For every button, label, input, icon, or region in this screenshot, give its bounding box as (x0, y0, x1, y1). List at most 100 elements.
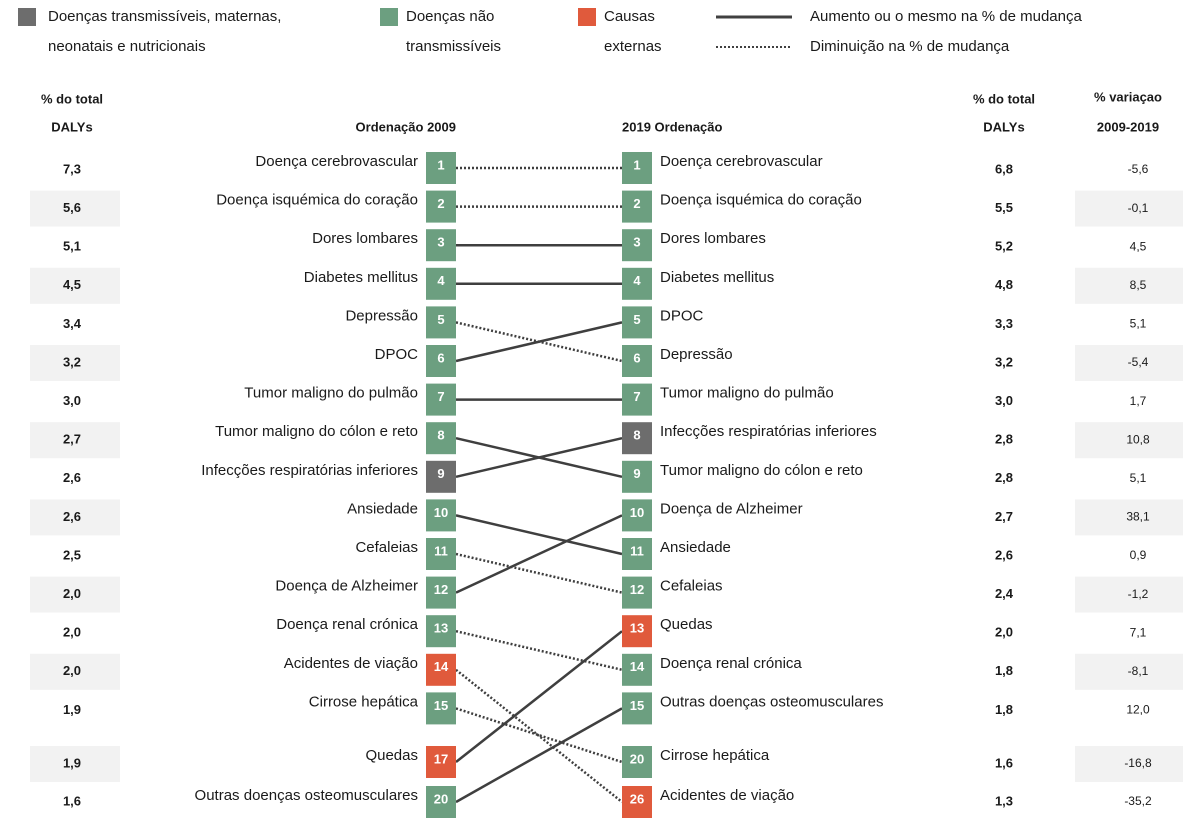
legend-label: externas (604, 38, 662, 55)
link-increase (455, 514, 623, 594)
left-rank-box (426, 152, 456, 184)
left-pct: 2,6 (63, 509, 81, 524)
right-rank-box (622, 383, 652, 416)
left-pct: 3,0 (63, 393, 81, 408)
left-name: Doença isquémica do coração (216, 192, 418, 209)
left-rank: 15 (434, 698, 448, 713)
link-decrease (455, 668, 623, 803)
left-name: Doença renal crónica (276, 616, 418, 633)
left-name: Depressão (345, 307, 418, 324)
header: % do total (41, 91, 103, 106)
left-pct: 5,6 (63, 200, 81, 215)
left-rank: 8 (437, 428, 444, 443)
right-rank: 1 (633, 157, 640, 172)
right-rank-box (622, 615, 652, 648)
left-pct: 3,2 (63, 354, 81, 369)
legend-label: Causas (604, 8, 655, 25)
left-name: DPOC (375, 346, 419, 363)
left-pct: 7,3 (63, 161, 81, 176)
row-band (30, 746, 120, 782)
left-rank-box (426, 460, 456, 493)
change: 4,5 (1130, 239, 1147, 253)
left-name: Cirrose hepática (309, 693, 419, 710)
left-rank-box (426, 190, 456, 223)
right-pct: 2,6 (995, 547, 1013, 562)
left-rank-box (426, 786, 456, 818)
change: 38,1 (1126, 510, 1150, 524)
right-rank: 15 (630, 698, 644, 713)
link-decrease (455, 629, 623, 672)
right-name: Infecções respiratórias inferiores (660, 423, 877, 440)
right-rank: 6 (633, 350, 640, 365)
right-rank: 11 (630, 543, 644, 558)
right-pct: 1,8 (995, 663, 1013, 678)
right-rank: 10 (630, 505, 644, 520)
row-band (30, 345, 120, 381)
legend-swatch (380, 8, 398, 26)
legend-label: neonatais e nutricionais (48, 38, 206, 55)
right-rank: 12 (630, 582, 644, 597)
right-name: Doença isquémica do coração (660, 192, 862, 209)
right-name: Tumor maligno do cólon e reto (660, 462, 863, 479)
right-rank-box (622, 499, 652, 532)
header: 2009-2019 (1097, 119, 1159, 134)
right-name: Ansiedade (660, 539, 731, 556)
left-pct: 2,0 (63, 663, 81, 678)
right-pct: 1,8 (995, 702, 1013, 717)
change: -5,4 (1128, 355, 1149, 369)
right-pct: 5,5 (995, 200, 1013, 215)
change: 5,1 (1130, 317, 1147, 331)
change: -35,2 (1124, 794, 1152, 808)
left-rank: 2 (437, 196, 444, 211)
right-name: DPOC (660, 307, 704, 324)
link-decrease (455, 707, 623, 764)
left-rank: 17 (434, 751, 448, 766)
change: 7,1 (1130, 625, 1147, 639)
left-rank-box (426, 653, 456, 686)
header: 2019 Ordenação (622, 119, 723, 134)
right-name: Tumor maligno do pulmão (660, 385, 834, 402)
left-rank: 5 (437, 312, 444, 327)
header: % do total (973, 91, 1035, 106)
right-rank: 4 (633, 273, 641, 288)
legend-swatch (578, 8, 596, 26)
left-name: Doença cerebrovascular (255, 153, 418, 170)
right-pct: 2,0 (995, 625, 1013, 640)
right-rank-box (622, 422, 652, 455)
left-rank-box (426, 306, 456, 339)
right-rank: 8 (633, 428, 640, 443)
left-name: Tumor maligno do cólon e reto (215, 423, 418, 440)
right-pct: 2,7 (995, 509, 1013, 524)
left-rank: 10 (434, 505, 448, 520)
right-rank: 20 (630, 751, 644, 766)
right-rank: 14 (630, 659, 645, 674)
left-name: Infecções respiratórias inferiores (201, 462, 418, 479)
right-pct: 1,6 (995, 755, 1013, 770)
left-rank: 1 (437, 157, 444, 172)
row-band (1075, 746, 1183, 782)
header: Ordenação 2009 (356, 119, 456, 134)
left-pct: 4,5 (63, 277, 81, 292)
header: DALYs (983, 119, 1024, 134)
change: 0,9 (1130, 548, 1147, 562)
legend-swatch (18, 8, 36, 26)
right-name: Cefaleias (660, 578, 723, 595)
header: DALYs (51, 119, 92, 134)
left-pct: 2,7 (63, 432, 81, 447)
left-rank: 14 (434, 659, 449, 674)
change: -0,1 (1128, 201, 1149, 215)
right-rank-box (622, 306, 652, 339)
left-rank-box (426, 422, 456, 455)
left-rank-box (426, 229, 456, 262)
right-rank: 2 (633, 196, 640, 211)
left-rank-box (426, 692, 456, 725)
left-name: Doença de Alzheimer (275, 578, 418, 595)
right-rank-box (622, 576, 652, 609)
right-pct: 2,4 (995, 586, 1014, 601)
right-rank: 26 (630, 791, 644, 806)
left-name: Quedas (365, 747, 418, 764)
legend-label: transmissíveis (406, 38, 501, 55)
change: -1,2 (1128, 587, 1149, 601)
right-rank: 13 (630, 621, 644, 636)
change: 10,8 (1126, 432, 1150, 446)
